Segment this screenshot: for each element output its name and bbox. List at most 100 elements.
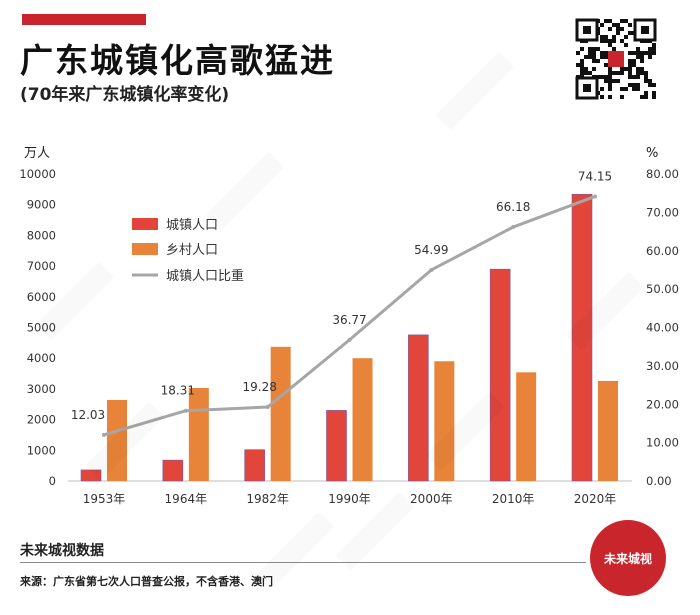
qr-module <box>624 67 628 71</box>
qr-module <box>632 63 636 67</box>
qr-module <box>652 51 656 55</box>
qr-module <box>632 83 636 87</box>
qr-module <box>648 51 652 55</box>
urban-bar <box>326 410 347 482</box>
qr-module <box>628 67 632 71</box>
qr-module <box>628 59 632 63</box>
qr-module <box>644 71 648 75</box>
right-tick-label: 60.00 <box>646 244 679 258</box>
qr-module <box>604 79 608 83</box>
qr-module <box>620 87 624 91</box>
ratio-data-label: 36.77 <box>332 313 366 327</box>
qr-module <box>620 19 624 23</box>
qr-module <box>636 75 640 79</box>
qr-module <box>640 51 644 55</box>
qr-module <box>608 79 612 83</box>
qr-module <box>612 23 616 27</box>
qr-module <box>652 95 656 99</box>
qr-module <box>628 83 632 87</box>
right-tick-label: 20.00 <box>646 397 679 411</box>
x-tick-label: 2010年 <box>492 492 535 506</box>
qr-module <box>604 35 608 39</box>
qr-module <box>636 83 640 87</box>
qr-module <box>588 71 592 75</box>
ratio-point <box>347 337 352 342</box>
qr-module <box>624 43 628 47</box>
qr-module <box>640 59 644 63</box>
qr-code-icon <box>575 18 657 100</box>
qr-module <box>612 47 616 51</box>
qr-module <box>600 75 604 79</box>
qr-module <box>624 87 628 91</box>
qr-module <box>608 87 612 91</box>
qr-module <box>648 55 652 59</box>
qr-module <box>612 71 616 75</box>
qr-module <box>636 67 640 71</box>
ratio-point <box>265 405 270 410</box>
top-accent-bar <box>22 14 146 25</box>
right-tick-label: 0.00 <box>646 474 672 488</box>
urban-bar <box>408 334 429 482</box>
ratio-point <box>429 267 434 272</box>
rural-bar <box>270 346 291 481</box>
footer-brand: 未来城视数据 <box>20 543 104 559</box>
ratio-data-label: 66.18 <box>496 200 530 214</box>
qr-module <box>584 55 588 59</box>
urban-bar <box>489 268 511 482</box>
x-tick-label: 1964年 <box>165 492 208 506</box>
source-note: 来源：广东省第七次人口普查公报，不含香港、澳门 <box>20 575 273 588</box>
ratio-data-label: 19.28 <box>242 380 276 394</box>
qr-module <box>580 71 584 75</box>
qr-module <box>632 59 636 63</box>
qr-module <box>600 35 604 39</box>
qr-finder-inner <box>583 26 591 34</box>
qr-module <box>608 67 612 71</box>
legend-swatch-urban <box>132 218 158 230</box>
qr-module <box>620 39 624 43</box>
rural-bar <box>188 387 209 481</box>
qr-module <box>632 87 636 91</box>
qr-module <box>588 51 592 55</box>
x-tick-label: 2020年 <box>574 492 617 506</box>
left-tick-label: 1000 <box>27 443 56 457</box>
qr-module <box>640 71 644 75</box>
qr-module <box>620 27 624 31</box>
right-tick-label: 50.00 <box>646 282 679 296</box>
qr-module <box>596 59 600 63</box>
qr-module <box>588 55 592 59</box>
qr-module <box>580 47 584 51</box>
legend-swatch-rural <box>132 243 158 255</box>
left-tick-label: 6000 <box>27 290 56 304</box>
qr-module <box>600 87 604 91</box>
qr-module <box>576 63 580 67</box>
left-tick-label: 8000 <box>27 228 56 242</box>
qr-module <box>604 19 608 23</box>
qr-finder-outer <box>575 76 599 100</box>
qr-module <box>644 51 648 55</box>
qr-module <box>652 43 656 47</box>
ratio-data-label: 74.15 <box>578 169 612 183</box>
qr-module <box>628 31 632 35</box>
qr-module <box>640 67 644 71</box>
right-tick-label: 40.00 <box>646 321 679 335</box>
qr-module <box>592 59 596 63</box>
qr-module <box>652 83 656 87</box>
qr-module <box>576 51 580 55</box>
left-tick-label: 5000 <box>27 321 56 335</box>
qr-module <box>644 95 648 99</box>
qr-module <box>592 55 596 59</box>
left-tick-label: 9000 <box>27 198 56 212</box>
qr-module <box>608 19 612 23</box>
qr-finder-inner <box>583 84 591 92</box>
left-tick-label: 4000 <box>27 351 56 365</box>
qr-module <box>628 75 632 79</box>
page-subtitle: (70年来广东城镇化率变化) <box>20 85 230 105</box>
right-axis-unit: % <box>646 146 658 161</box>
qr-module <box>604 75 608 79</box>
left-tick-label: 10000 <box>19 167 56 181</box>
rural-bar <box>107 399 127 481</box>
qr-module <box>644 91 648 95</box>
qr-module <box>592 67 596 71</box>
right-tick-label: 30.00 <box>646 359 679 373</box>
